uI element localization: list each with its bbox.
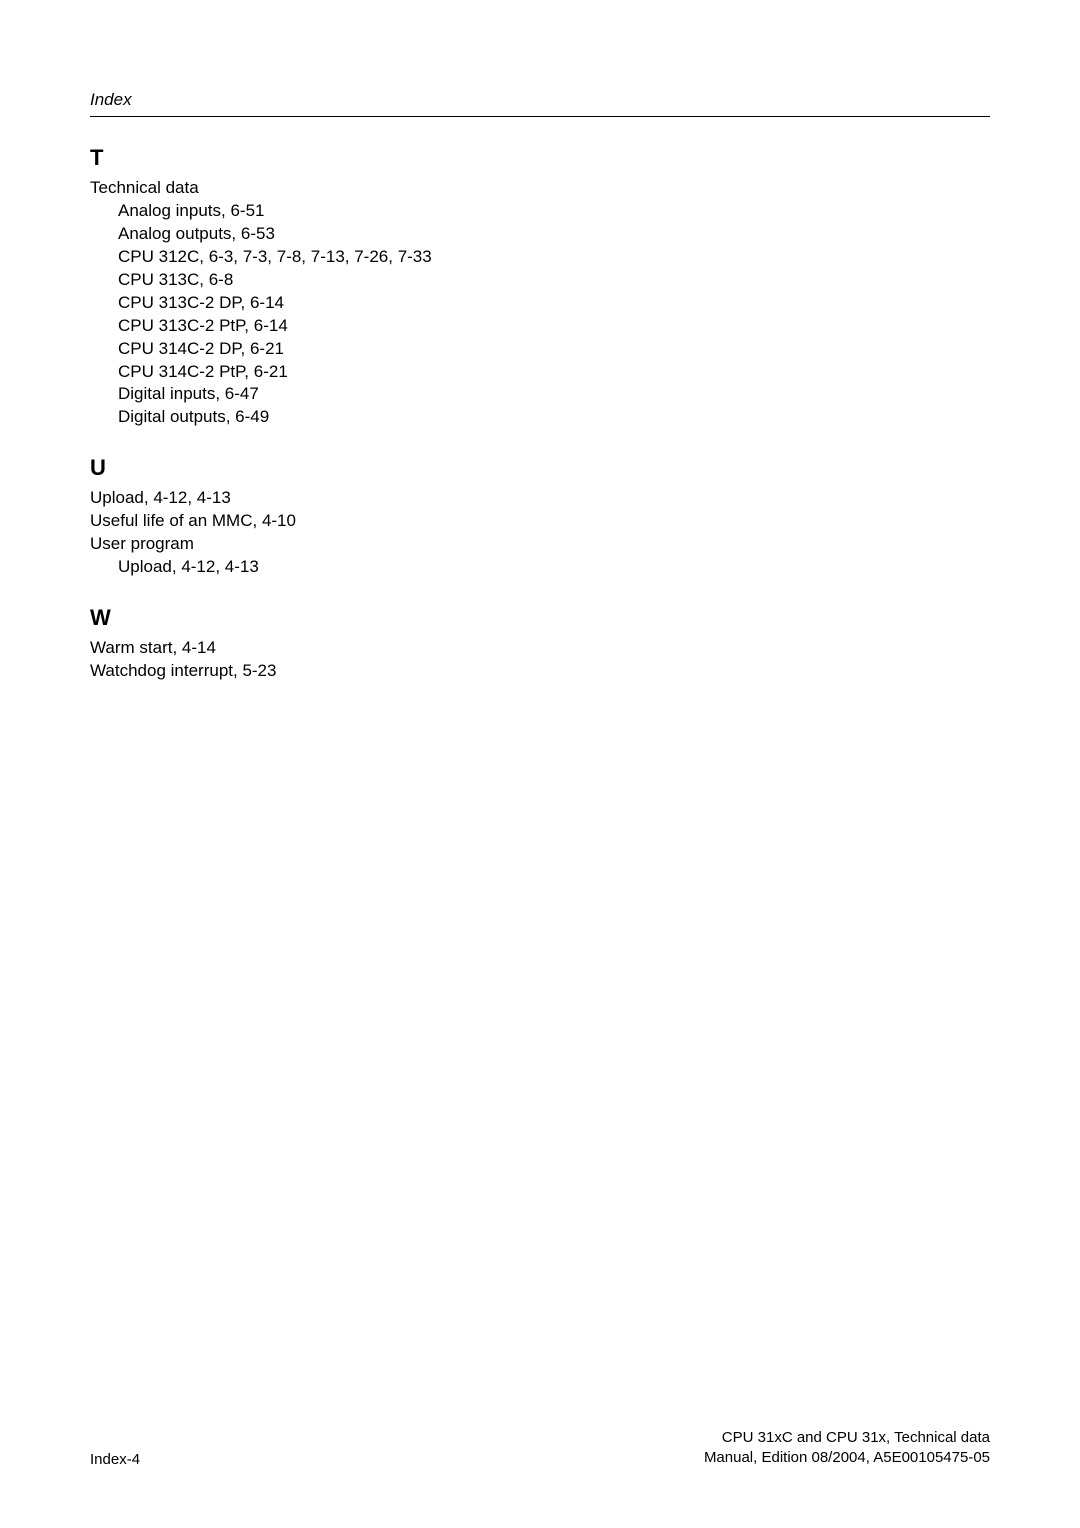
- footer-doc-info: CPU 31xC and CPU 31x, Technical data Man…: [704, 1428, 990, 1469]
- entry-item: Upload, 4-12, 4-13: [90, 556, 990, 579]
- entry-item: Useful life of an MMC, 4-10: [90, 510, 990, 533]
- entry-item: CPU 314C-2 PtP, 6-21: [90, 361, 990, 384]
- entry-item: Digital inputs, 6-47: [90, 383, 990, 406]
- section-letter-w: W: [90, 605, 990, 631]
- page: Index T Technical data Analog inputs, 6-…: [0, 0, 1080, 1528]
- section-letter-t: T: [90, 145, 990, 171]
- entry-item: CPU 313C-2 DP, 6-14: [90, 292, 990, 315]
- entry-item: CPU 314C-2 DP, 6-21: [90, 338, 990, 361]
- header-rule: [90, 116, 990, 117]
- entry-item: Watchdog interrupt, 5-23: [90, 660, 990, 683]
- page-footer: Index-4 CPU 31xC and CPU 31x, Technical …: [90, 1428, 990, 1469]
- footer-page-number: Index-4: [90, 1451, 140, 1468]
- section-t-block: Technical data Analog inputs, 6-51 Analo…: [90, 177, 990, 429]
- footer-doc-title: CPU 31xC and CPU 31x, Technical data: [704, 1428, 990, 1448]
- entry-heading: Technical data: [90, 177, 990, 200]
- section-letter-u: U: [90, 455, 990, 481]
- entry-item: User program: [90, 533, 990, 556]
- section-u-block: Upload, 4-12, 4-13 Useful life of an MMC…: [90, 487, 990, 579]
- entry-item: Analog outputs, 6-53: [90, 223, 990, 246]
- section-w-block: Warm start, 4-14 Watchdog interrupt, 5-2…: [90, 637, 990, 683]
- footer-doc-edition: Manual, Edition 08/2004, A5E00105475-05: [704, 1448, 990, 1468]
- entry-item: Digital outputs, 6-49: [90, 406, 990, 429]
- entry-item: CPU 313C-2 PtP, 6-14: [90, 315, 990, 338]
- entry-item: Warm start, 4-14: [90, 637, 990, 660]
- entry-item: CPU 312C, 6-3, 7-3, 7-8, 7-13, 7-26, 7-3…: [90, 246, 990, 269]
- entry-item: Upload, 4-12, 4-13: [90, 487, 990, 510]
- running-head: Index: [90, 90, 990, 110]
- entry-item: Analog inputs, 6-51: [90, 200, 990, 223]
- entry-item: CPU 313C, 6-8: [90, 269, 990, 292]
